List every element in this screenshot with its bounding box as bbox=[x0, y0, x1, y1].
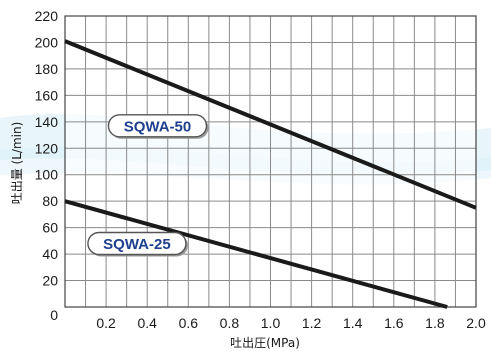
series-label-text: SQWA-25 bbox=[103, 236, 171, 253]
plot-frame bbox=[64, 15, 477, 308]
y-tick-label: 20 bbox=[42, 273, 58, 289]
x-tick-label: 0.2 bbox=[96, 315, 116, 331]
x-tick-label: 1.6 bbox=[384, 315, 404, 331]
series-label-sqwa-25: SQWA-25 bbox=[87, 231, 188, 257]
y-tick-label: 40 bbox=[42, 246, 58, 262]
x-tick-label: 1.2 bbox=[302, 315, 322, 331]
grid bbox=[65, 16, 476, 307]
y-tick-label: 100 bbox=[35, 167, 59, 183]
y-tick-label: 200 bbox=[35, 34, 59, 50]
y-tick-label: 60 bbox=[42, 220, 58, 236]
series-line-sqwa-25 bbox=[64, 199, 448, 309]
origin-tick-label: 0 bbox=[50, 307, 58, 323]
y-tick-label: 80 bbox=[42, 193, 58, 209]
x-tick-label: 0.8 bbox=[220, 315, 240, 331]
y-axis-label: 吐出量 (L/min) bbox=[10, 122, 24, 205]
series-label-box bbox=[87, 231, 187, 256]
y-tick-label: 120 bbox=[35, 140, 59, 156]
x-tick-label: 1.0 bbox=[261, 315, 281, 331]
series-labels: SQWA-50 SQWA-25 bbox=[87, 114, 209, 257]
series-label-box bbox=[107, 114, 208, 138]
series-label-sqwa-50: SQWA-50 bbox=[107, 114, 209, 139]
y-tick-label: 140 bbox=[35, 114, 59, 130]
x-tick-label: 0.4 bbox=[137, 315, 157, 331]
y-tick-label: 220 bbox=[35, 8, 59, 24]
x-tick-label: 1.4 bbox=[343, 315, 363, 331]
x-tick-label: 1.8 bbox=[425, 315, 445, 331]
x-axis-label: 吐出圧(MPa) bbox=[230, 336, 300, 350]
series-label-text: SQWA-50 bbox=[124, 118, 192, 135]
x-tick-label: 0.6 bbox=[179, 315, 199, 331]
x-tick-label: 2.0 bbox=[466, 315, 486, 331]
y-tick-label: 160 bbox=[35, 87, 59, 103]
series-line-sqwa-50 bbox=[64, 39, 477, 210]
series-lines bbox=[64, 39, 477, 309]
axes bbox=[64, 15, 477, 308]
tick-labels: 0.2 0.4 0.6 0.8 1.0 1.2 1.4 1.6 1.8 2.0 20 40 60 80 10… bbox=[35, 8, 486, 331]
y-tick-label: 180 bbox=[35, 61, 59, 77]
